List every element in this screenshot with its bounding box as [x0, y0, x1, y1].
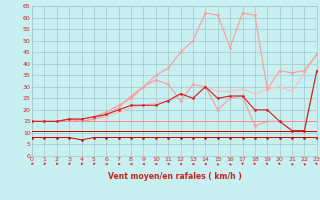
X-axis label: Vent moyen/en rafales ( km/h ): Vent moyen/en rafales ( km/h ) [108, 172, 241, 181]
